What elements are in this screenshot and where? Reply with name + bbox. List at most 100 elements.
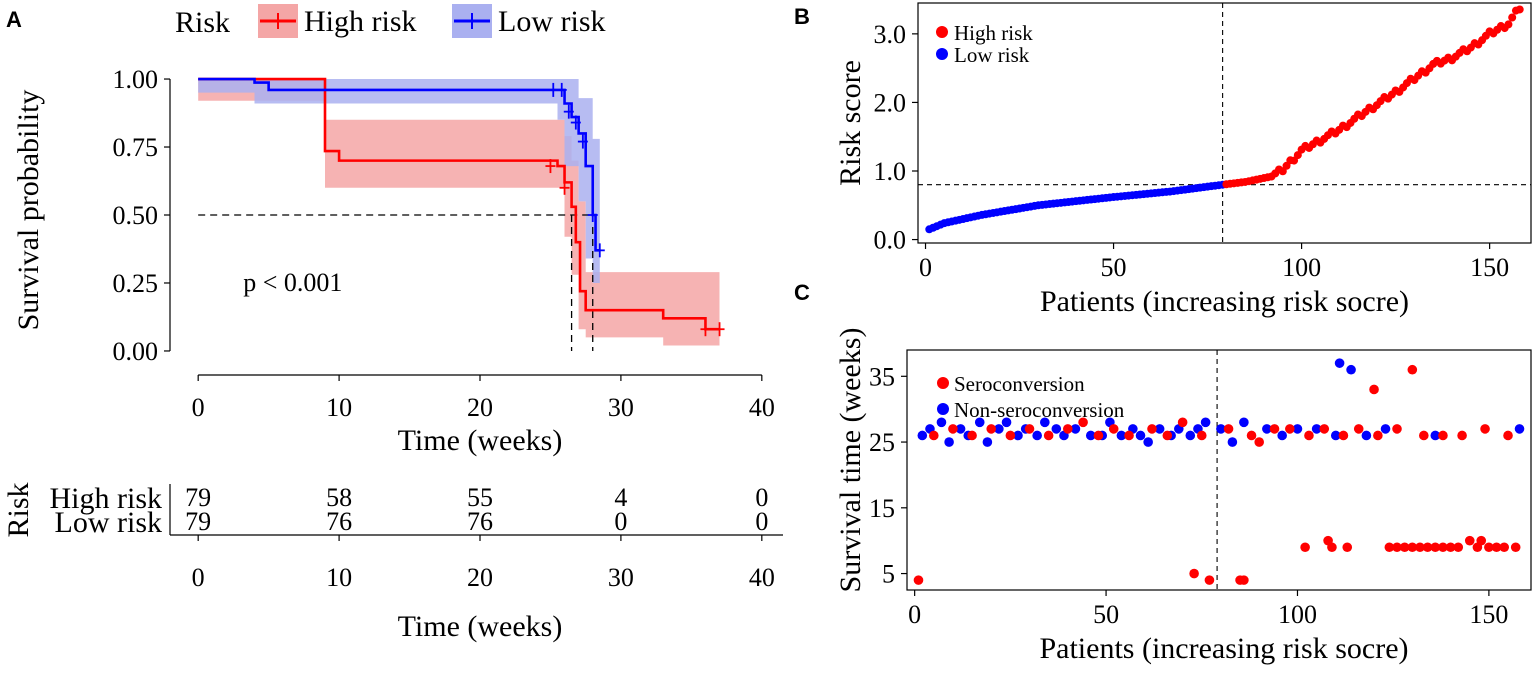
seroconversion-point bbox=[1078, 417, 1088, 428]
plot-frame-b bbox=[917, 2, 1532, 244]
non-seroconversion-point bbox=[994, 424, 1004, 434]
y-tick-label-b: 0.0 bbox=[874, 226, 907, 255]
non-seroconversion-point bbox=[1346, 364, 1356, 375]
non-seroconversion-point bbox=[974, 417, 985, 428]
panel-c-letter: C bbox=[794, 280, 810, 305]
risk-table-cell: 79 bbox=[185, 507, 211, 536]
risk-point bbox=[1508, 13, 1517, 22]
x-tick-label-c: 150 bbox=[1469, 600, 1508, 629]
non-seroconversion-point bbox=[1216, 424, 1226, 434]
seroconversion-point bbox=[1464, 535, 1475, 546]
p-value-annotation: p < 0.001 bbox=[243, 268, 342, 297]
seroconversion-point bbox=[1223, 424, 1234, 434]
non-seroconversion-point bbox=[1330, 430, 1341, 441]
seroconversion-point bbox=[1392, 424, 1402, 434]
seroconversion-point bbox=[1147, 424, 1157, 434]
non-seroconversion-point bbox=[982, 437, 993, 447]
seroconversion-point bbox=[1453, 542, 1464, 553]
seroconversion-point bbox=[1491, 542, 1502, 553]
non-seroconversion-point bbox=[1085, 430, 1096, 441]
non-seroconversion-point bbox=[917, 430, 928, 441]
non-seroconversion-point bbox=[1143, 437, 1153, 447]
y-axis-label-b: Risk score bbox=[834, 60, 867, 186]
risk-table-cell: 58 bbox=[326, 483, 352, 512]
seroconversion-point bbox=[1005, 430, 1016, 441]
seroconversion-point bbox=[1476, 535, 1487, 546]
legend-label-nonsero: Non-seroconversion bbox=[954, 398, 1125, 422]
y-tick-label-b: 2.0 bbox=[874, 88, 907, 117]
legend-label-1: Low risk bbox=[498, 5, 606, 38]
seroconversion-point bbox=[1457, 430, 1467, 441]
non-seroconversion-point bbox=[1334, 358, 1345, 368]
risk-table-x-tick-label: 20 bbox=[467, 563, 493, 592]
legend-label-sero: Seroconversion bbox=[954, 372, 1085, 396]
x-tick-label-c: 50 bbox=[1093, 600, 1119, 629]
seroconversion-point bbox=[1373, 430, 1383, 441]
non-seroconversion-point bbox=[1040, 417, 1050, 428]
seroconversion-point bbox=[1353, 424, 1364, 434]
panel-a-letter: A bbox=[6, 7, 22, 32]
non-seroconversion-point bbox=[1361, 430, 1372, 441]
seroconversion-point bbox=[1254, 437, 1264, 447]
x-tick-label-b: 100 bbox=[1282, 253, 1321, 282]
non-seroconversion-point bbox=[1277, 430, 1287, 441]
x-tick-label-a: 30 bbox=[608, 393, 634, 422]
seroconversion-point bbox=[1499, 542, 1510, 553]
seroconversion-point bbox=[1062, 424, 1073, 434]
non-seroconversion-point bbox=[1135, 430, 1146, 441]
risk-table-row-label: Low risk bbox=[55, 506, 163, 539]
seroconversion-point bbox=[1422, 542, 1433, 553]
risk-table-x-tick-label: 40 bbox=[749, 563, 775, 592]
non-seroconversion-point bbox=[1013, 430, 1023, 441]
seroconversion-point bbox=[1043, 430, 1054, 441]
seroconversion-point bbox=[1093, 430, 1104, 441]
seroconversion-point bbox=[1510, 542, 1521, 553]
x-tick-label-b: 50 bbox=[1101, 253, 1127, 282]
non-seroconversion-point bbox=[936, 417, 947, 428]
seroconversion-point bbox=[1024, 424, 1035, 434]
y-tick-label-c: 35 bbox=[869, 362, 895, 391]
seroconversion-point bbox=[1338, 430, 1349, 441]
x-tick-label-b: 0 bbox=[919, 253, 932, 282]
legend-title: Risk bbox=[175, 6, 230, 39]
legend-label-low-b: Low risk bbox=[954, 43, 1030, 67]
non-seroconversion-point bbox=[1051, 424, 1062, 434]
x-tick-label-a: 0 bbox=[192, 393, 205, 422]
non-seroconversion-point bbox=[1262, 424, 1272, 434]
seroconversion-point bbox=[1407, 364, 1418, 375]
non-seroconversion-point bbox=[1001, 417, 1012, 428]
seroconversion-point bbox=[1392, 542, 1402, 553]
y-axis-label-a: Survival probability bbox=[12, 90, 45, 331]
seroconversion-point bbox=[1419, 430, 1429, 441]
seroconversion-point bbox=[1484, 542, 1494, 553]
legend-label-0: High risk bbox=[304, 5, 417, 38]
y-tick-label-a: 0.25 bbox=[113, 269, 159, 298]
seroconversion-point bbox=[1204, 575, 1215, 585]
x-tick-label-c: 0 bbox=[908, 600, 921, 629]
non-seroconversion-point bbox=[1185, 430, 1196, 441]
survival-curve-high bbox=[198, 77, 720, 331]
risk-table-cell: 0 bbox=[755, 507, 768, 536]
y-tick-label-c: 15 bbox=[869, 494, 895, 523]
seroconversion-point bbox=[1445, 542, 1456, 553]
non-seroconversion-point bbox=[1200, 417, 1211, 428]
risk-table-cell: 4 bbox=[614, 483, 627, 512]
x-tick-label-c: 100 bbox=[1278, 600, 1317, 629]
seroconversion-point bbox=[1162, 430, 1173, 441]
non-seroconversion-point bbox=[1292, 424, 1303, 434]
risk-table-x-tick-label: 10 bbox=[326, 563, 352, 592]
seroconversion-point bbox=[986, 424, 997, 434]
seroconversion-point bbox=[1384, 542, 1395, 553]
legend-label-high-b: High risk bbox=[954, 21, 1033, 45]
plot-frame-c bbox=[906, 349, 1532, 591]
non-seroconversion-point bbox=[1070, 424, 1081, 434]
legend-dot-low-b bbox=[936, 48, 948, 60]
non-seroconversion-point bbox=[944, 437, 954, 447]
x-axis-label-a: Time (weeks) bbox=[398, 424, 563, 457]
x-tick-label-a: 20 bbox=[467, 393, 493, 422]
seroconversion-point bbox=[1369, 384, 1379, 395]
risk-table-cell: 76 bbox=[326, 507, 352, 536]
seroconversion-point bbox=[1407, 542, 1418, 553]
seroconversion-point bbox=[928, 430, 939, 441]
non-seroconversion-point bbox=[1514, 424, 1525, 434]
